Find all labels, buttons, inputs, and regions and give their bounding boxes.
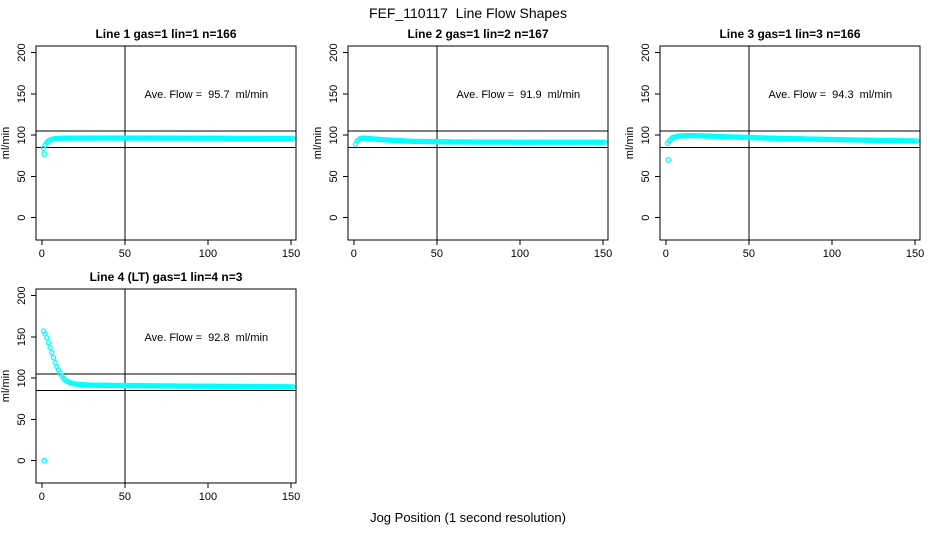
- plot-box: [347, 45, 609, 241]
- ave-flow-annotation: Ave. Flow = 95.7 ml/min: [144, 89, 268, 101]
- ave-flow-annotation: Ave. Flow = 92.8 ml/min: [144, 332, 268, 344]
- data-points: [40, 135, 296, 158]
- y-axis-label: ml/min: [0, 127, 12, 159]
- x-tick-label: 100: [511, 248, 529, 260]
- x-axis-label: Jog Position (1 second resolution): [370, 510, 566, 525]
- y-tick-label: 0: [640, 215, 652, 221]
- subplot-title: Line 2 gas=1 lin=2 n=167: [407, 27, 548, 41]
- y-tick-label: 50: [328, 170, 340, 182]
- y-tick-label: 200: [640, 43, 652, 61]
- reference-lines: [36, 46, 296, 240]
- x-tick-label: 100: [823, 248, 841, 260]
- plot-box: [35, 45, 297, 241]
- axes: 0 50 100 150 200 0 50 100 150: [640, 43, 924, 260]
- y-tick-label: 150: [640, 85, 652, 103]
- plot-box: [35, 288, 297, 484]
- x-tick-label: 100: [199, 248, 217, 260]
- data-points: [352, 135, 608, 147]
- subplot-title: Line 1 gas=1 lin=1 n=166: [95, 27, 236, 41]
- y-tick-label: 50: [16, 170, 28, 182]
- x-tick-label: 50: [119, 248, 131, 260]
- x-tick-label: 0: [351, 248, 357, 260]
- subplot-line-1: Line 1 gas=1 lin=1 n=166 0 50 100 150 200 0 50 1…: [0, 27, 300, 260]
- y-tick-label: 50: [16, 413, 28, 425]
- outlier-point: [41, 457, 48, 464]
- y-tick-label: 100: [328, 126, 340, 144]
- y-tick-label: 150: [16, 85, 28, 103]
- x-tick-label: 0: [663, 248, 669, 260]
- axes: 0 50 100 150 200 0 50 100 150: [328, 43, 612, 260]
- data-points: [40, 328, 296, 464]
- y-tick-label: 100: [640, 126, 652, 144]
- x-tick-label: 150: [282, 248, 300, 260]
- y-tick-label: 0: [328, 215, 340, 221]
- subplot-line-4: Line 4 (LT) gas=1 lin=4 n=30501001502000…: [0, 270, 300, 503]
- subplot-line-2: Line 2 gas=1 lin=2 n=167 0 50 100 150 200 0 50 1…: [312, 27, 612, 260]
- outlier-point: [41, 151, 48, 158]
- y-axis-label: ml/min: [624, 127, 636, 159]
- y-tick-label: 0: [16, 458, 28, 464]
- x-tick-label: 150: [906, 248, 924, 260]
- plot-box: [659, 45, 921, 241]
- x-tick-label: 0: [39, 248, 45, 260]
- figure-title: FEF_110117 Line Flow Shapes: [369, 5, 567, 21]
- x-tick-label: 0: [39, 491, 45, 503]
- axes: 0 50 100 150 200 0 50 100 150: [16, 286, 300, 503]
- data-points: [664, 132, 920, 163]
- y-tick-label: 50: [640, 170, 652, 182]
- reference-lines: [660, 46, 920, 240]
- y-tick-label: 200: [16, 43, 28, 61]
- x-tick-label: 100: [199, 491, 217, 503]
- axes: 0 50 100 150 200 0 50 100 150: [16, 43, 300, 260]
- y-tick-label: 200: [16, 286, 28, 304]
- ave-flow-annotation: Ave. Flow = 94.3 ml/min: [768, 89, 892, 101]
- outlier-point: [665, 157, 672, 163]
- y-axis-label: ml/min: [312, 127, 324, 159]
- x-tick-label: 50: [743, 248, 755, 260]
- ave-flow-annotation: Ave. Flow = 91.9 ml/min: [456, 89, 580, 101]
- y-tick-label: 150: [16, 328, 28, 346]
- subplot-title: Line 3 gas=1 lin=3 n=166: [719, 27, 860, 41]
- y-tick-label: 0: [16, 215, 28, 221]
- x-tick-label: 50: [431, 248, 443, 260]
- x-tick-label: 150: [594, 248, 612, 260]
- x-tick-label: 50: [119, 491, 131, 503]
- subplot-title: Line 4 (LT) gas=1 lin=4 n=3: [90, 270, 243, 284]
- y-axis-label: ml/min: [0, 370, 12, 402]
- y-tick-label: 100: [16, 126, 28, 144]
- subplot-line-3: Line 3 gas=1 lin=3 n=166 0 50 100 150 200 0 50 1…: [624, 27, 924, 260]
- y-tick-label: 150: [328, 85, 340, 103]
- x-tick-label: 150: [282, 491, 300, 503]
- y-tick-label: 100: [16, 369, 28, 387]
- y-tick-label: 200: [328, 43, 340, 61]
